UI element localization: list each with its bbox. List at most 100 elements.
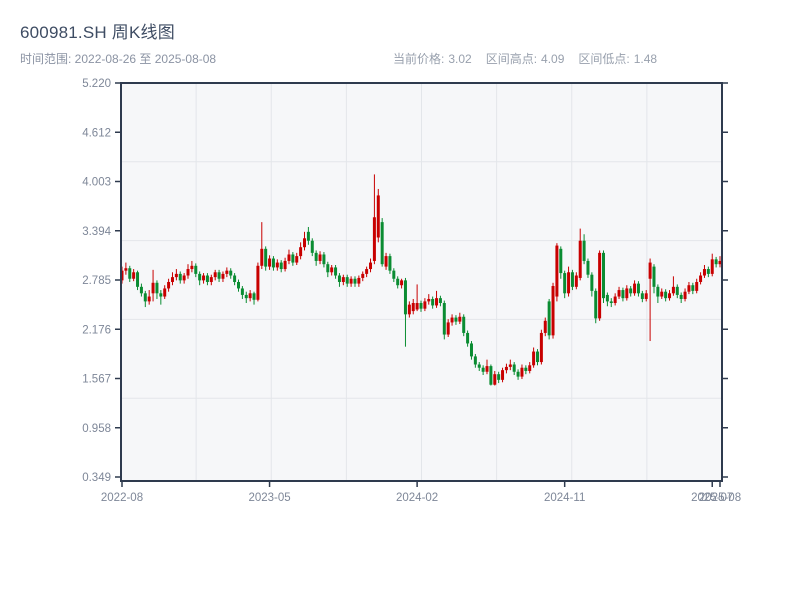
candle-up [174,273,178,278]
candle-down [582,240,586,261]
range-high-value: 4.09 [541,52,565,66]
range-low-stat: 区间低点: 1.48 [578,50,657,67]
y-tick-label: 2.785 [82,275,111,287]
candle-up [330,267,334,273]
candle-up [435,298,439,306]
candle-up [202,275,206,281]
candle-down [477,364,481,368]
candle-up [520,367,524,377]
candle-down [706,269,710,274]
candle-up [213,272,217,278]
candle-down [194,265,198,274]
candle-up [555,245,559,297]
candle-down [380,222,384,265]
candle-down [466,332,470,344]
candle-down [629,288,633,294]
candle-up [407,304,411,315]
candle-down [392,270,396,279]
plot-frame [120,82,723,482]
candle-down [438,298,442,304]
candle-down [481,367,485,372]
current-price-stat: 当前价格: 3.02 [393,50,472,67]
candle-up [574,275,578,287]
page-title: 600981.SH 周K线图 [20,23,175,42]
candle-down [155,282,159,294]
candle-down [563,273,567,294]
candle-up [151,282,155,294]
candle-down [559,248,563,274]
candle-up [485,366,489,372]
candle-up [299,247,303,257]
x-tick-label: 2023-05 [248,492,290,504]
candle-down [431,298,435,306]
candle-up [372,217,376,261]
candle-up [543,320,547,333]
candle-up [598,252,602,319]
x-tick-label: 2024-11 [544,492,585,504]
candle-down [535,351,539,363]
candle-up [124,268,128,271]
range-high-stat: 区间高点: 4.09 [486,50,565,67]
candle-up [450,317,454,323]
candle-down [462,316,466,333]
y-tick-label: 2.176 [82,324,111,336]
candle-up [458,316,462,322]
candle-down [570,272,574,287]
candle-down [198,273,202,281]
candle-up [578,240,582,278]
candle-up [501,370,505,380]
candle-down [636,283,640,294]
candle-down [512,364,516,372]
candle-up [400,280,404,286]
y-tick-label: 0.349 [82,472,111,484]
candle-up [163,288,167,297]
candle-up [369,262,373,270]
candle-down [664,291,668,299]
candle-down [143,293,147,302]
candle-down [205,275,209,282]
candle-up [613,296,617,304]
candle-down [264,248,268,267]
candle-up [167,281,171,289]
candle-up [427,298,431,302]
candle-down [159,293,163,297]
candle-down [489,366,493,385]
candle-down [322,254,326,265]
candle-down [244,294,248,299]
candle-down [594,290,598,319]
candle-down [334,267,338,276]
candle-down [229,270,233,276]
candle-down [586,260,590,275]
y-tick-label: 4.612 [82,127,111,139]
candle-down [217,272,221,279]
candle-up [248,293,252,299]
candle-up [648,262,652,279]
candle-up [365,269,369,274]
candle-down [240,288,244,295]
candle-down [306,231,310,241]
candle-down [656,286,660,297]
candle-down [640,293,644,299]
y-tick-label: 3.394 [82,226,111,238]
candle-up [567,272,571,294]
x-tick-label: 2024-02 [396,492,438,504]
candle-down [396,278,400,286]
candle-down [679,294,683,299]
range-low-label: 区间低点: [578,52,630,66]
candle-up [633,283,637,294]
candle-up [668,293,672,299]
candle-down [547,301,551,336]
candle-up [147,296,151,302]
candle-down [469,343,473,357]
candle-up [341,277,345,282]
candle-up [539,332,543,363]
candle-up [349,278,353,284]
candle-up [260,248,264,266]
candle-up [170,277,174,282]
current-price-label: 当前价格: [393,52,445,66]
candle-up [384,256,388,267]
candle-down [178,273,182,281]
candle-up [702,269,706,276]
candle-down [279,262,283,270]
